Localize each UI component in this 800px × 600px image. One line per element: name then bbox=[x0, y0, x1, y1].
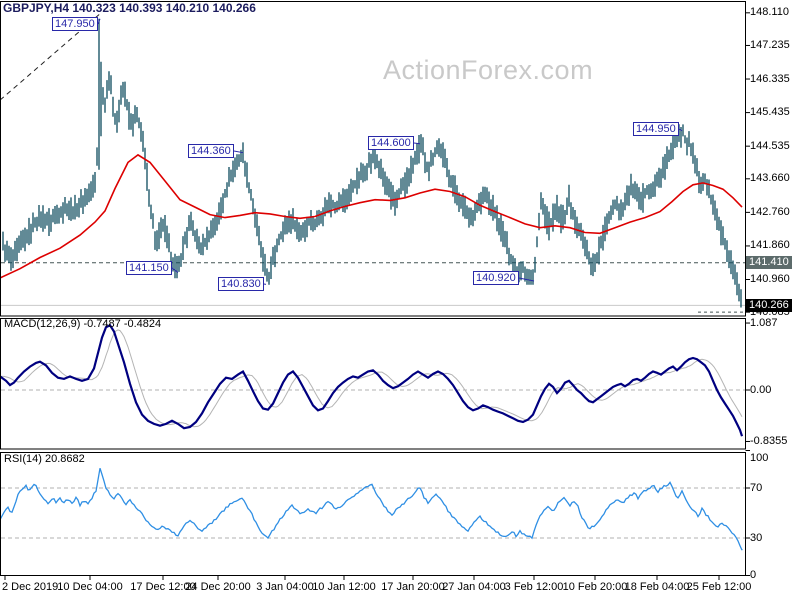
callout-pointer bbox=[233, 150, 244, 154]
macd-main-line bbox=[1, 323, 744, 437]
date-axis-label: 18 Feb 04:00 bbox=[624, 581, 690, 593]
price-axis-label: 142.760 bbox=[750, 205, 790, 218]
price-callout: 144.600 bbox=[368, 136, 414, 150]
price-callout: 140.830 bbox=[218, 277, 264, 291]
rsi-line bbox=[1, 468, 743, 551]
macd-axis-label: -0.8355 bbox=[750, 434, 788, 447]
price-callout: 147.950 bbox=[52, 17, 98, 31]
date-axis-label: 3 Feb 12:00 bbox=[504, 581, 564, 593]
price-axis-tag-black: 140.266 bbox=[746, 298, 792, 312]
main-panel-border bbox=[0, 1, 746, 317]
rsi-axis-label: 30 bbox=[750, 531, 763, 544]
date-axis-label: 17 Dec 12:00 bbox=[130, 581, 196, 593]
price-axis-label: 148.110 bbox=[750, 6, 789, 19]
callout-pointer bbox=[97, 18, 101, 25]
callout-pointer bbox=[413, 142, 421, 145]
rsi-axis-label: 0 bbox=[750, 569, 757, 581]
price-axis-label: 147.235 bbox=[750, 38, 790, 51]
date-axis-label: 24 Dec 20:00 bbox=[185, 581, 251, 593]
price-axis-label: 143.660 bbox=[750, 172, 790, 185]
moving-average-line bbox=[1, 153, 743, 279]
price-bars-series bbox=[2, 18, 742, 308]
price-callout: 144.950 bbox=[633, 122, 679, 136]
callout-pointer bbox=[171, 267, 179, 273]
watermark-text: ActionForex.com bbox=[383, 55, 594, 85]
rsi-indicator-label: RSI(14) 20.8682 bbox=[4, 453, 85, 465]
date-axis-label: 27 Jan 04:00 bbox=[442, 581, 506, 593]
price-callout: 141.150 bbox=[126, 261, 172, 275]
date-axis-label: 10 Jan 12:00 bbox=[312, 581, 376, 593]
price-callout: 144.360 bbox=[188, 144, 234, 158]
macd-axis-label: 1.087 bbox=[750, 316, 778, 329]
rsi-axis-label: 100 bbox=[750, 452, 769, 464]
price-axis-label: 144.535 bbox=[750, 139, 790, 152]
rsi-panel-border bbox=[0, 452, 746, 576]
date-axis-label: 17 Jan 20:00 bbox=[381, 581, 445, 593]
macd-panel-border bbox=[0, 318, 746, 450]
price-callout: 140.920 bbox=[473, 271, 519, 285]
callout-pointer bbox=[678, 128, 683, 132]
date-axis-label: 10 Dec 04:00 bbox=[57, 581, 123, 593]
date-axis-label: 3 Jan 04:00 bbox=[256, 581, 314, 593]
price-axis-tag-gray: 141.410 bbox=[746, 256, 792, 270]
date-axis-label: 10 Feb 20:00 bbox=[562, 581, 628, 593]
price-axis-label: 140.960 bbox=[750, 273, 790, 285]
date-axis-label: 2 Dec 2019 bbox=[2, 581, 59, 593]
macd-signal-line bbox=[1, 329, 743, 428]
date-axis-label: 25 Feb 12:00 bbox=[686, 581, 752, 593]
rsi-axis-label: 70 bbox=[750, 481, 763, 494]
callout-pointer bbox=[518, 277, 535, 282]
macd-axis-label: 0.00 bbox=[750, 383, 772, 396]
price-axis-label: 145.435 bbox=[750, 106, 790, 119]
chart-title-ohlc: GBPJPY,H4 140.323 140.393 140.210 140.26… bbox=[3, 1, 256, 15]
price-axis-label: 141.860 bbox=[750, 239, 790, 252]
macd-indicator-label: MACD(12,26,9) -0.7487 -0.4824 bbox=[4, 318, 162, 330]
price-axis-label: 146.335 bbox=[750, 72, 790, 85]
